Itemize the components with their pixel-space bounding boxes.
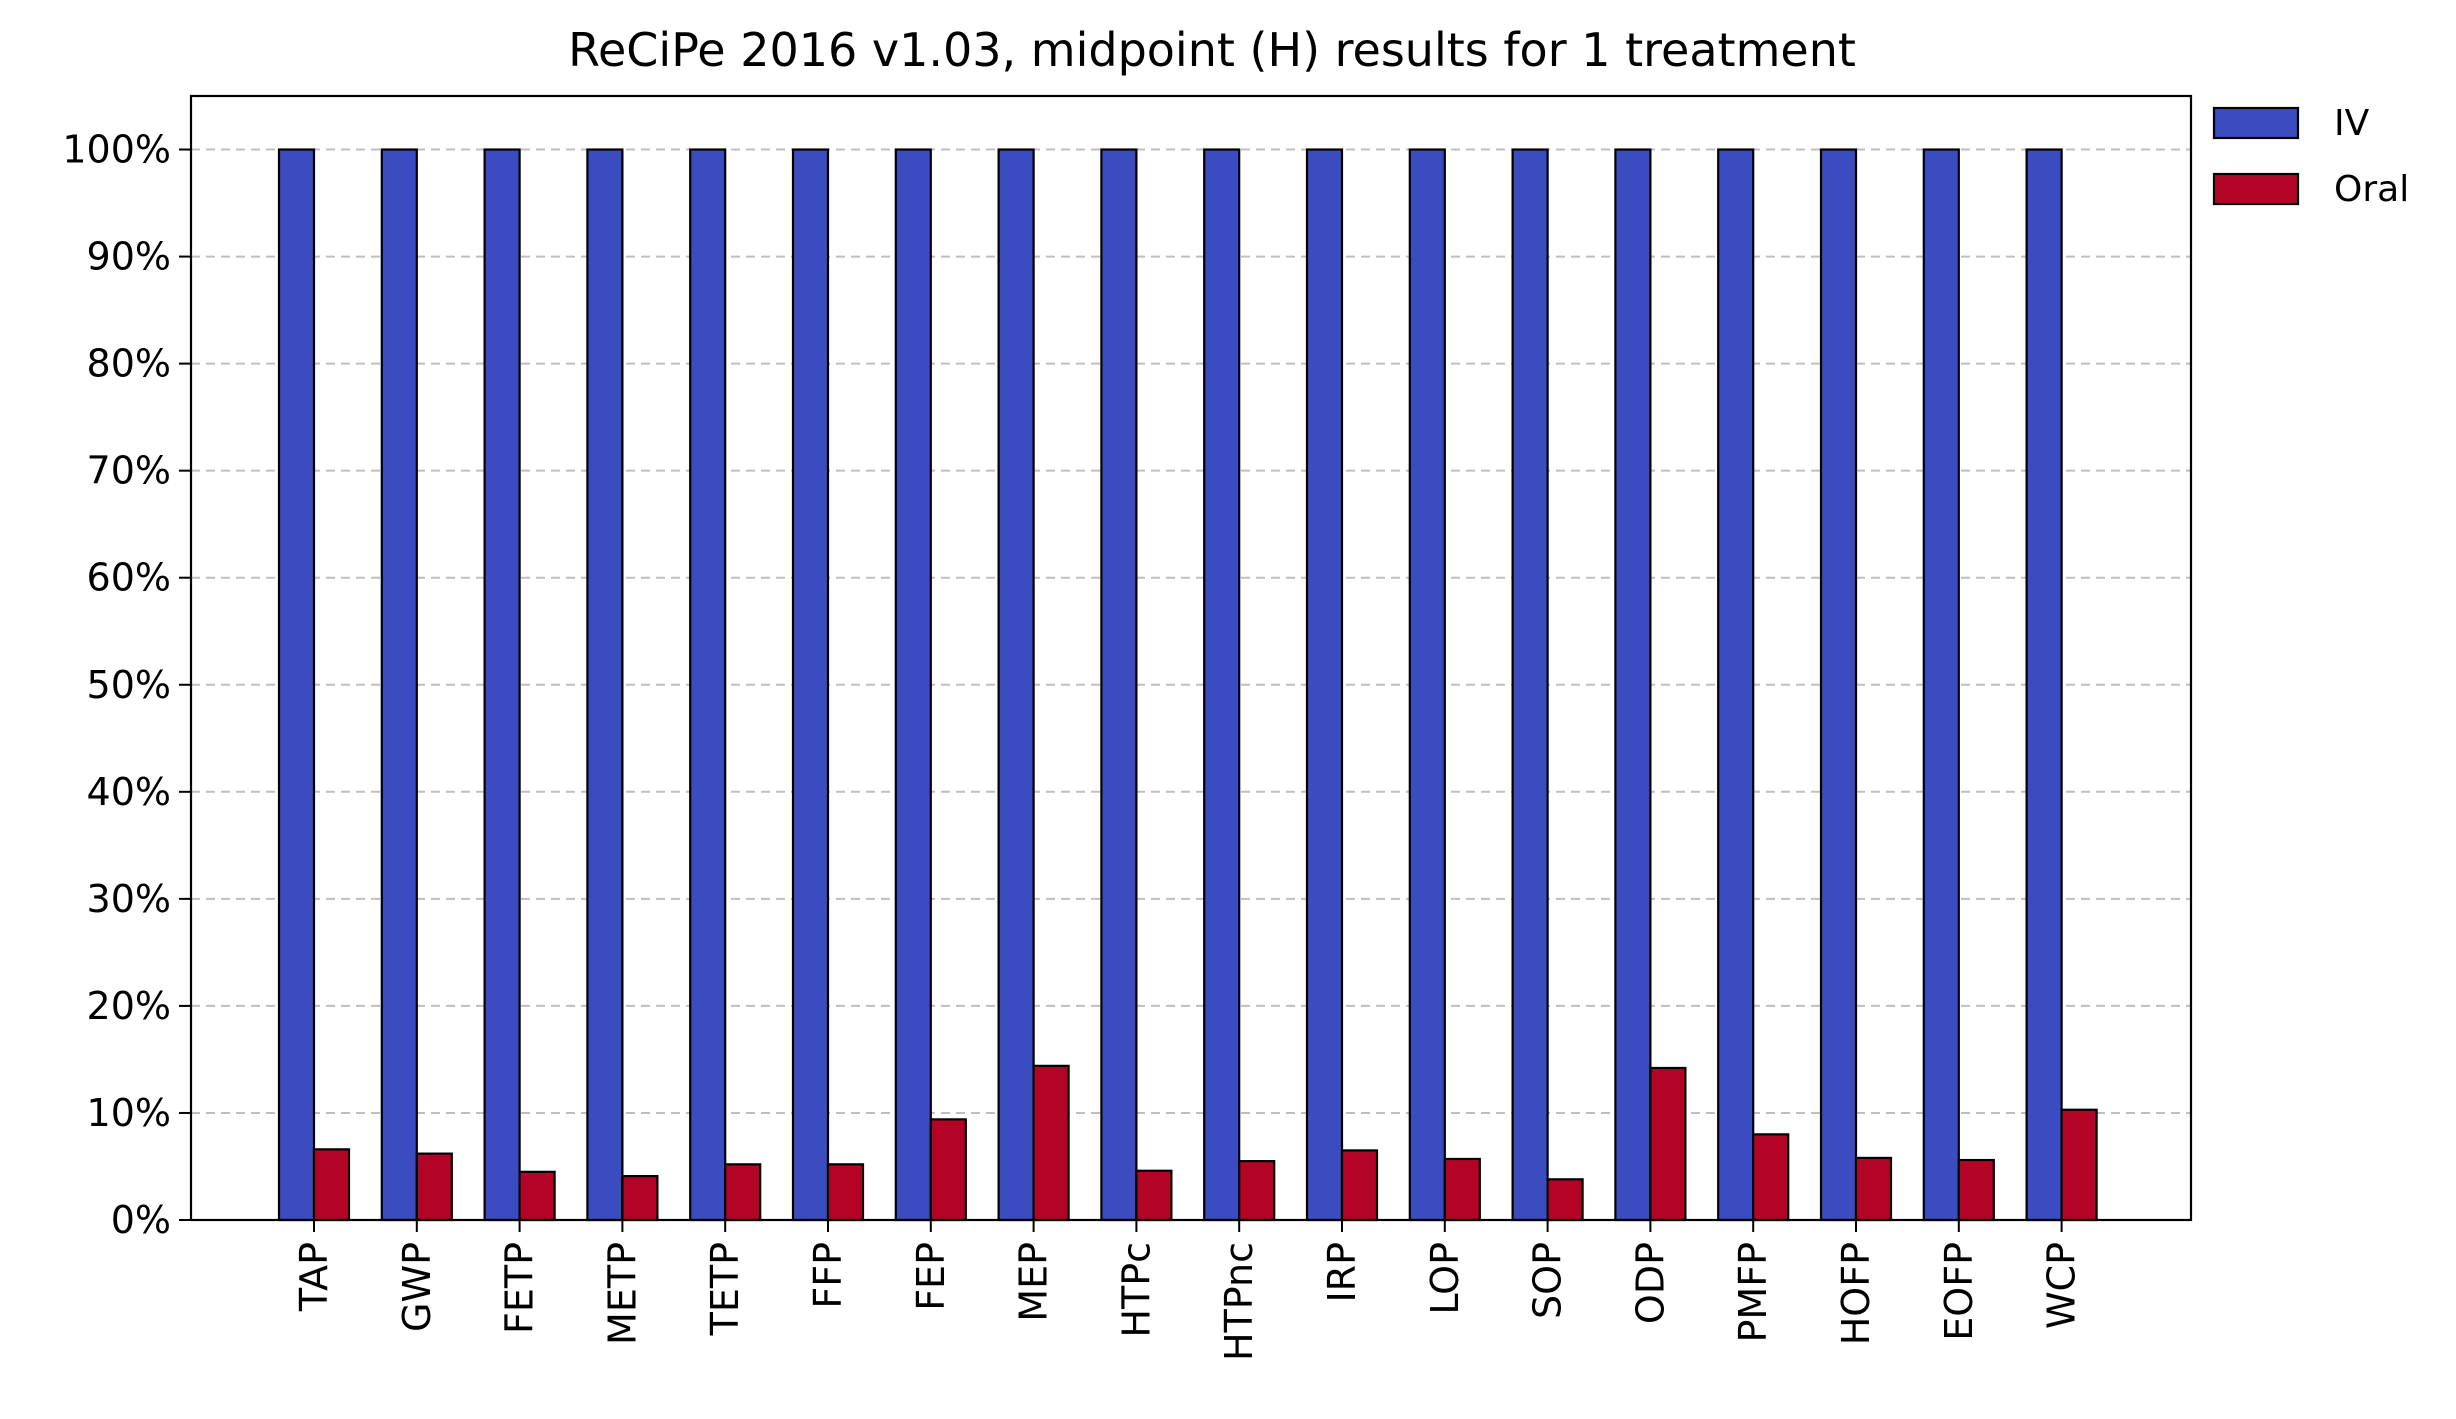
bar-oral-metp — [621, 1175, 659, 1222]
bar-oral-gwp — [415, 1152, 453, 1222]
y-tick-label: 80% — [87, 342, 171, 386]
bar-iv-wcp — [2025, 148, 2063, 1222]
bar-iv-eofp — [1922, 148, 1960, 1222]
x-tick-label: MEP — [1012, 1242, 1056, 1322]
x-tick-label: PMFP — [1731, 1242, 1775, 1342]
bar-iv-tetp — [689, 148, 727, 1222]
bar-oral-htpc — [1135, 1169, 1173, 1222]
bar-iv-irp — [1305, 148, 1344, 1222]
bar-oral-htpnc — [1238, 1160, 1276, 1222]
legend-swatch-iv — [2212, 106, 2300, 140]
bar-oral-wcp — [2060, 1108, 2098, 1222]
legend: IV Oral — [2212, 103, 2409, 210]
legend-label-iv: IV — [2334, 103, 2370, 144]
bar-iv-fetp — [483, 148, 521, 1222]
y-tick-label: 0% — [111, 1198, 171, 1242]
bar-iv-pmfp — [1717, 148, 1755, 1222]
legend-swatch-oral — [2212, 172, 2300, 206]
bar-iv-gwp — [380, 148, 418, 1222]
bar-oral-sop — [1546, 1178, 1584, 1222]
bar-oral-eofp — [1957, 1158, 1995, 1222]
bar-iv-htpnc — [1203, 148, 1241, 1222]
y-tick-label: 30% — [87, 877, 171, 921]
bar-iv-lop — [1408, 148, 1446, 1222]
x-tick-label: ODP — [1628, 1242, 1672, 1324]
y-tick-label: 100% — [62, 128, 171, 172]
bar-iv-mep — [997, 148, 1035, 1222]
x-tick-label: TETP — [703, 1242, 747, 1336]
bars — [277, 148, 2098, 1222]
bar-oral-fep — [929, 1118, 967, 1222]
x-tick-label: METP — [600, 1242, 644, 1345]
y-tick-label: 40% — [87, 770, 171, 814]
y-axis: 0% 10% 20% 30% 40% 50% 60% 70% 80% 90% 100% — [62, 128, 191, 1242]
x-axis: TAP GWP FETP METP TETP FFP FEP MEP HTPc HTPnc IRP L… — [292, 1220, 2084, 1361]
x-tick-label: IRP — [1320, 1242, 1364, 1303]
y-tick-label: 50% — [87, 663, 171, 707]
x-tick-label: LOP — [1423, 1242, 1467, 1315]
bar-oral-pmfp — [1752, 1133, 1790, 1222]
bar-oral-tap — [312, 1148, 351, 1222]
bar-iv-ffp — [791, 148, 830, 1222]
bar-iv-sop — [1511, 148, 1549, 1222]
x-tick-label: HTPc — [1114, 1242, 1158, 1338]
x-tick-label: SOP — [1526, 1242, 1570, 1319]
bar-oral-fetp — [518, 1170, 556, 1222]
legend-label-oral: Oral — [2334, 169, 2409, 210]
y-tick-label: 60% — [87, 556, 171, 600]
plot-frame — [189, 94, 2193, 1222]
y-tick-label: 10% — [87, 1091, 171, 1135]
bar-iv-hofp — [1819, 148, 1858, 1222]
y-tick-label: 20% — [87, 984, 171, 1028]
bar-oral-ffp — [826, 1163, 865, 1222]
x-tick-label: FFP — [806, 1242, 850, 1309]
x-tick-label: FETP — [498, 1242, 542, 1334]
x-tick-label: WCP — [2040, 1242, 2084, 1329]
x-tick-label: HOFP — [1834, 1242, 1878, 1345]
bar-iv-htpc — [1100, 148, 1138, 1222]
bar-iv-metp — [586, 148, 624, 1222]
x-tick-label: GWP — [395, 1242, 439, 1332]
bar-oral-lop — [1443, 1157, 1481, 1222]
y-tick-label: 70% — [87, 449, 171, 493]
chart-title: ReCiPe 2016 v1.03, midpoint (H) results … — [568, 23, 1856, 77]
bar-oral-tetp — [724, 1163, 762, 1222]
bar-oral-odp — [1649, 1066, 1687, 1222]
x-tick-label: HTPnc — [1217, 1242, 1261, 1361]
bar-iv-fep — [894, 148, 932, 1222]
y-tick-label: 90% — [87, 235, 171, 279]
x-tick-label: EOFP — [1937, 1242, 1981, 1341]
bar-oral-mep — [1032, 1064, 1070, 1222]
bar-oral-hofp — [1854, 1156, 1893, 1222]
grid-lines — [191, 148, 2191, 1114]
x-tick-label: FEP — [909, 1242, 953, 1311]
bar-iv-odp — [1614, 148, 1652, 1222]
bar-iv-tap — [277, 148, 316, 1222]
x-tick-label: TAP — [292, 1242, 336, 1312]
bar-oral-irp — [1340, 1149, 1379, 1222]
